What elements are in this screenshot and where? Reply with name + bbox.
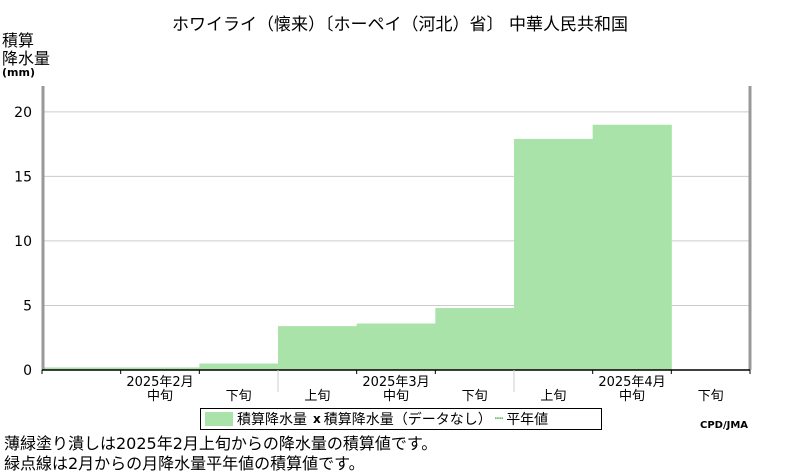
accumulation-step — [435, 308, 515, 370]
y-axis-ticks: 0 5 10 15 20 — [14, 105, 32, 379]
legend-no-data-label: 積算降水量（データなし） — [323, 412, 492, 428]
accumulation-step — [356, 323, 436, 370]
accumulation-step — [514, 138, 594, 370]
legend: 積算降水量 x 積算降水量（データなし） ┈ 平年値 — [200, 408, 602, 430]
month-label: 2025年2月 — [126, 375, 193, 390]
credit: CPD/JMA — [700, 420, 749, 431]
month-label: 2025年4月 — [598, 375, 665, 390]
x-tick-label: 下旬 — [698, 389, 724, 404]
note-line-1: 薄緑塗り潰しは2025年2月上旬からの降水量の積算値です。 — [4, 434, 438, 453]
x-tick-label: 上旬 — [304, 389, 330, 404]
y-axis-label-line1: 積算 — [2, 31, 35, 50]
x-tick-label: 中旬 — [383, 389, 409, 404]
accumulation-step — [278, 326, 358, 370]
accumulated-precipitation-series — [42, 124, 672, 371]
y-tick-label: 15 — [14, 169, 32, 185]
x-tick-label: 下旬 — [226, 389, 252, 404]
x-tick-label: 上旬 — [540, 389, 566, 404]
legend-fill-label: 積算降水量 — [237, 412, 307, 428]
y-tick-label: 5 — [23, 298, 32, 314]
y-tick-label: 0 — [23, 363, 32, 379]
legend-fill-swatch — [205, 412, 233, 426]
y-axis-label-line2: 降水量 — [2, 49, 51, 68]
chart-title: ホワイライ（懐来）〔ホーペイ（河北）省〕 中華人民共和国 — [172, 15, 628, 35]
accumulation-step — [199, 363, 279, 370]
accumulation-step — [592, 124, 672, 371]
legend-normal-dash-icon: ┈ — [494, 411, 504, 427]
note-line-2: 緑点線は2月からの月降水量平年値の積算値です。 — [4, 454, 365, 473]
x-tick-label: 中旬 — [619, 389, 645, 404]
month-label: 2025年3月 — [362, 375, 429, 390]
legend-normal-label: 平年値 — [506, 412, 549, 428]
x-tick-label: 下旬 — [462, 389, 488, 404]
x-tick-label: 中旬 — [147, 389, 173, 404]
accumulation-step — [120, 367, 200, 370]
legend-no-data-marker: x — [313, 412, 321, 426]
y-tick-label: 10 — [14, 234, 32, 250]
y-tick-label: 20 — [14, 105, 32, 121]
accumulation-step — [42, 367, 122, 370]
y-axis-unit: (mm) — [2, 66, 35, 79]
plot-frame — [41, 86, 752, 371]
